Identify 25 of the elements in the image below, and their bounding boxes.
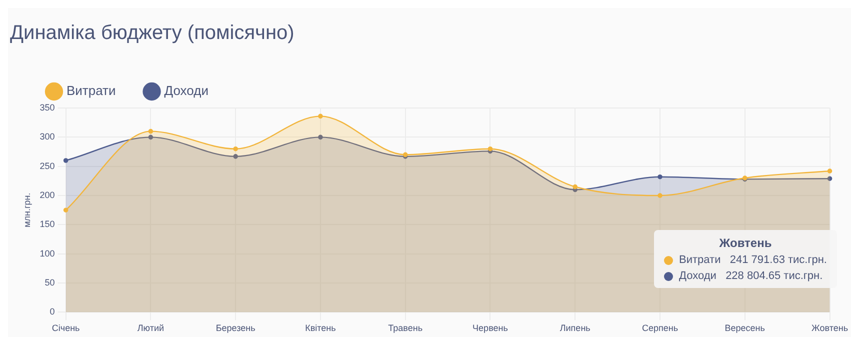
y-tick-label: 300: [40, 132, 55, 142]
chart-title: Динаміка бюджету (помісячно): [9, 21, 296, 46]
x-tick-label: Січень: [52, 323, 80, 334]
y-tick-label: 200: [40, 190, 55, 200]
y-tick-label: 50: [44, 278, 55, 288]
y-tick-label: 250: [40, 160, 55, 171]
annotation: Жовтень: [718, 236, 773, 250]
legend-label: Витрати: [66, 83, 116, 98]
x-tick-label: Лютий: [137, 323, 164, 334]
y-tick-label: 0: [50, 306, 55, 317]
x-tick-label: Квітень: [305, 323, 336, 334]
x-tick-label: Березень: [216, 323, 256, 334]
annotation: Витрати 241 791.63 тис.грн.: [679, 254, 827, 266]
x-tick-label: Липень: [560, 323, 591, 334]
y-tick-label: 100: [40, 248, 55, 258]
annotation: Доходи 228 804.65 тис.грн.: [679, 270, 823, 282]
y-axis-title: млн.грн.: [22, 192, 32, 228]
x-tick-label: Червень: [472, 323, 508, 334]
y-tick-label: 150: [40, 219, 55, 230]
x-tick-label: Травень: [388, 323, 423, 334]
x-tick-label: Жовтень: [812, 323, 848, 334]
x-tick-label: Вересень: [724, 323, 766, 334]
legend-label: Доходи: [164, 83, 208, 98]
x-tick-label: Серпень: [642, 323, 678, 334]
y-tick-label: 350: [40, 102, 55, 112]
